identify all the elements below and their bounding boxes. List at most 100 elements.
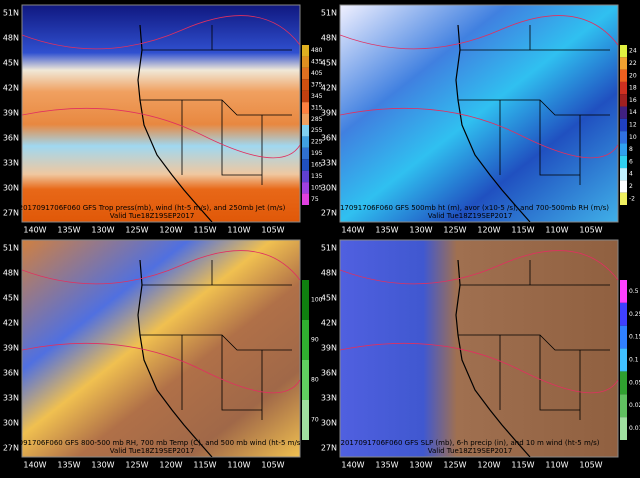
colorbar-label: 0.15	[629, 334, 640, 341]
colorbar-segment	[620, 155, 627, 169]
panel-valid-time: Valid Tue18Z19SEP2017	[110, 212, 195, 220]
lat-label: 48N	[321, 269, 337, 278]
lon-label: 125W	[443, 461, 466, 470]
colorbar-label: 0.25	[629, 311, 640, 318]
lat-label: 39N	[321, 109, 337, 118]
panel-caption: 2017091706F060 GFS 500mb ht (m), avor (x…	[331, 204, 609, 212]
colorbar-label: 8	[629, 146, 633, 153]
lon-label: 115W	[193, 461, 216, 470]
colorbar-segment	[620, 325, 627, 349]
lat-label: 42N	[3, 319, 19, 328]
colorbar-segment	[620, 192, 627, 205]
colorbar-segment	[620, 417, 627, 440]
lon-label: 105W	[579, 226, 602, 235]
lat-label: 42N	[321, 84, 337, 93]
colorbar-label: 405	[311, 70, 323, 77]
colorbar-label: 165	[311, 162, 323, 169]
lon-label: 135W	[375, 461, 398, 470]
lon-label: 140W	[23, 226, 46, 235]
colorbar-label: 285	[311, 116, 323, 123]
colorbar-label: 255	[311, 127, 323, 134]
colorbar-label: 4	[629, 171, 633, 178]
colorbar-segment	[302, 45, 309, 57]
colorbar-segment	[302, 79, 309, 91]
lon-label: 105W	[261, 461, 284, 470]
lat-label: 30N	[321, 419, 337, 428]
colorbar-label: 480	[311, 47, 323, 54]
colorbar-segment	[302, 280, 309, 320]
colorbar-label: 90	[311, 337, 319, 344]
colorbar-label: 80	[311, 377, 319, 384]
lon-label: 125W	[125, 461, 148, 470]
map-panel: 51N 48N 45N 42N 39N 36N 33N 30N 27N 140W 135W 130W 1…	[321, 4, 637, 235]
panel-valid-time: Valid Tue18Z19SEP2017	[110, 447, 195, 455]
colorbar-segment	[302, 320, 309, 360]
colorbar-label: 435	[311, 59, 323, 66]
lat-label: 51N	[321, 244, 337, 253]
panel-valid-time: Valid Tue18Z19SEP2017	[428, 212, 513, 220]
colorbar-segment	[620, 57, 627, 70]
lon-label: 140W	[341, 226, 364, 235]
colorbar-segment	[620, 168, 627, 181]
lat-label: 45N	[321, 59, 337, 68]
colorbar-label: 0.05	[629, 379, 640, 386]
lon-label: 135W	[375, 226, 398, 235]
colorbar-segment	[302, 136, 309, 148]
lat-label: 45N	[3, 59, 19, 68]
lat-label: 42N	[321, 319, 337, 328]
lat-label: 30N	[321, 184, 337, 193]
colorbar-segment	[620, 394, 627, 418]
lat-label: 27N	[321, 444, 337, 453]
colorbar-label: 0.5	[629, 288, 639, 295]
colorbar-label: 345	[311, 93, 323, 100]
lat-label: 51N	[3, 9, 19, 18]
colorbar-segment	[620, 348, 627, 372]
colorbar-label: 6	[629, 158, 633, 165]
lat-label: 45N	[321, 294, 337, 303]
colorbar-segment	[620, 45, 627, 58]
colorbar-label: 135	[311, 173, 323, 180]
colorbar-segment	[302, 170, 309, 183]
lat-label: 36N	[3, 369, 19, 378]
colorbar-label: 18	[629, 85, 637, 92]
colorbar-label: 2	[629, 183, 633, 190]
lon-label: 115W	[511, 226, 534, 235]
colorbar-label: 100	[311, 297, 323, 304]
colorbar-segment	[620, 280, 627, 303]
lat-label: 39N	[3, 109, 19, 118]
colorbar-segment	[620, 118, 627, 132]
colorbar-label: 0.02	[629, 402, 640, 409]
colorbar-label: 75	[311, 196, 319, 203]
colorbar-segment	[302, 159, 309, 171]
panel-caption: 2017091706F060 GFS Trop press(mb), wind …	[19, 204, 286, 212]
colorbar-label: 14	[629, 109, 637, 116]
panel-caption: 2017091706F060 GFS 800-500 mb RH, 700 mb…	[1, 439, 304, 447]
lon-label: 130W	[91, 226, 114, 235]
lat-label: 33N	[321, 394, 337, 403]
lon-label: 120W	[159, 226, 182, 235]
colorbar-segment	[302, 90, 309, 103]
colorbar-label: 20	[629, 72, 637, 79]
colorbar-label: 195	[311, 150, 323, 157]
lat-label: 36N	[321, 369, 337, 378]
lon-label: 110W	[227, 226, 250, 235]
colorbar-label: 12	[629, 122, 637, 129]
colorbar-label: 22	[629, 60, 637, 67]
colorbar-segment	[302, 400, 309, 440]
colorbar-segment	[620, 81, 627, 95]
lat-label: 51N	[321, 9, 337, 18]
colorbar-segment	[302, 147, 309, 160]
lat-label: 27N	[3, 444, 19, 453]
map-field	[21, 239, 301, 458]
lat-label: 30N	[3, 419, 19, 428]
lat-label: 39N	[3, 344, 19, 353]
lon-label: 120W	[477, 461, 500, 470]
lat-label: 45N	[3, 294, 19, 303]
lat-label: 39N	[321, 344, 337, 353]
lon-label: 140W	[341, 461, 364, 470]
panel-valid-time: Valid Tue18Z19SEP2017	[428, 447, 513, 455]
lon-label: 120W	[477, 226, 500, 235]
colorbar-label: 24	[629, 48, 637, 55]
lon-label: 105W	[261, 226, 284, 235]
colorbar-segment	[620, 69, 627, 82]
